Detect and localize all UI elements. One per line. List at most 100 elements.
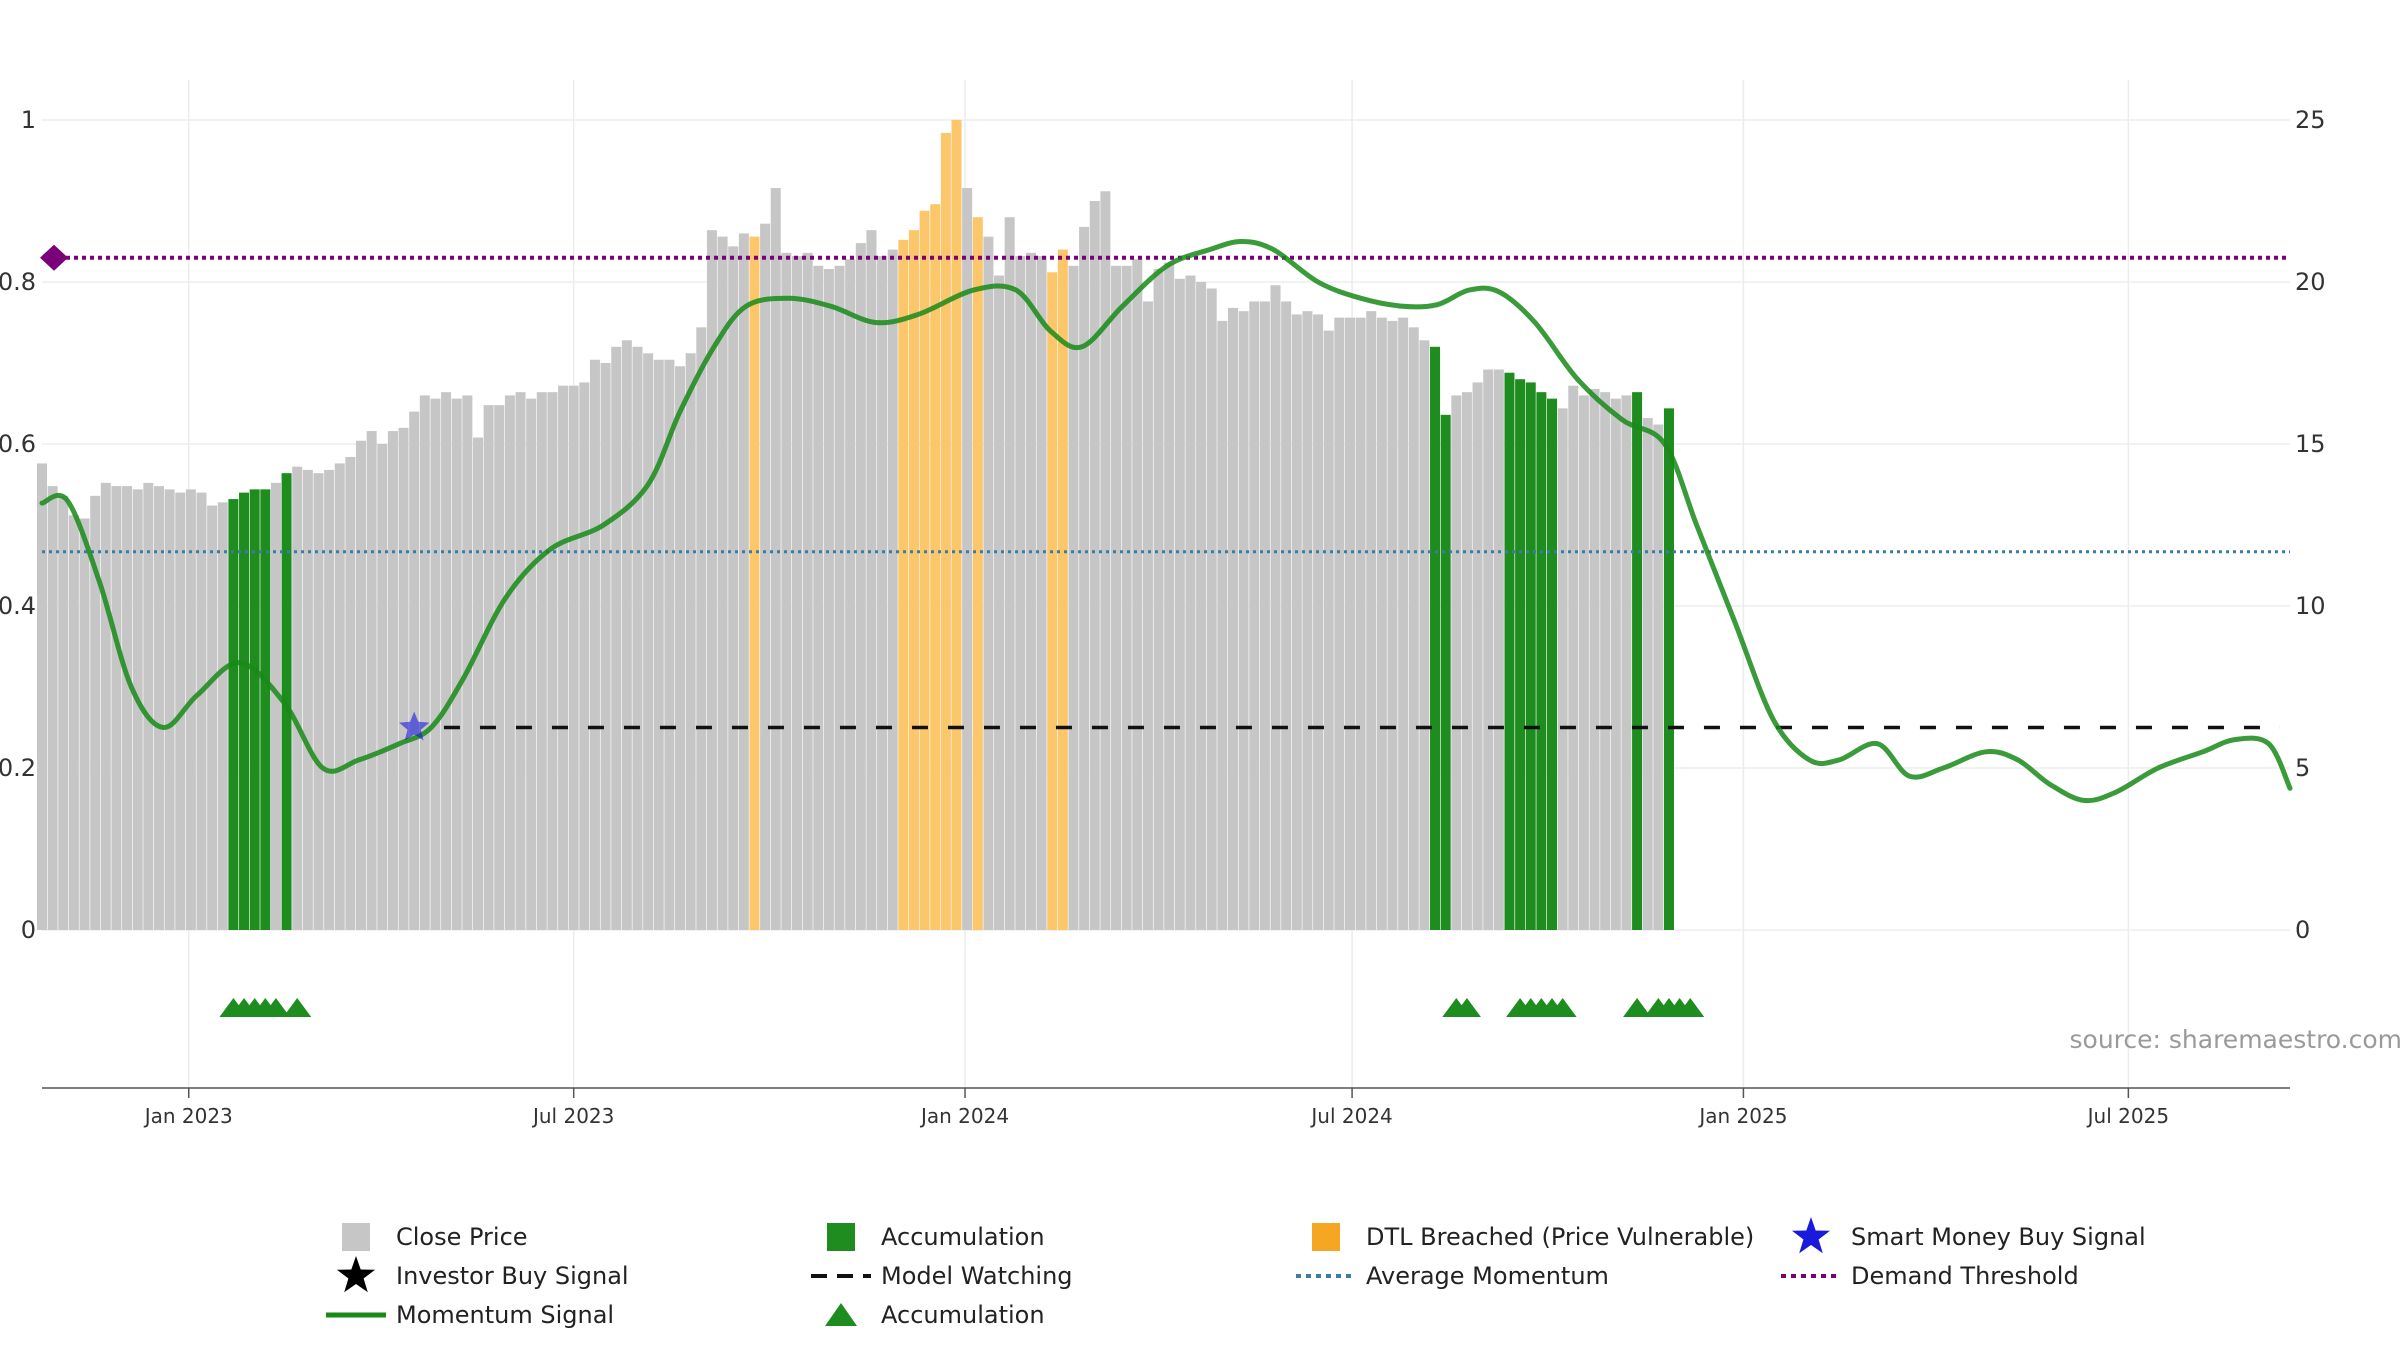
close-price-bar: [377, 444, 388, 930]
close-price-bar: [994, 275, 1005, 930]
close-price-bar: [1217, 320, 1228, 930]
close-price-bar: [781, 252, 792, 931]
close-price-bar: [1621, 395, 1632, 930]
axes: Jan 2023 Jul 2023 Jan 2024 Jul 2024 Jan 2025…: [0, 106, 2326, 1128]
close-price-bar: [207, 505, 218, 930]
left-tick-label: 0.6: [0, 430, 36, 458]
legend-swatch: [827, 1223, 855, 1251]
close-price-bar: [717, 236, 728, 930]
close-price-bar: [1408, 327, 1419, 930]
accumulation-bar: [1632, 392, 1643, 930]
legend-item: Accumulation: [825, 1301, 1045, 1329]
close-price-bar: [526, 398, 537, 930]
dtl-breached-bar: [972, 217, 983, 930]
close-price-bar: [504, 395, 515, 930]
legend-star-icon: [1792, 1217, 1830, 1254]
close-price-bar: [1642, 418, 1653, 930]
x-tick-label: Jan 2025: [1697, 1104, 1787, 1128]
close-price-bar: [547, 392, 558, 930]
legend-label: Smart Money Buy Signal: [1851, 1223, 2146, 1251]
close-price-bar: [855, 243, 866, 930]
close-price-bar: [366, 431, 377, 930]
left-tick-label: 0.8: [0, 268, 36, 296]
left-tick-label: 0.2: [0, 754, 36, 782]
close-price-bar: [1259, 301, 1270, 930]
legend-label: Close Price: [396, 1223, 528, 1251]
close-price-bar: [90, 495, 101, 930]
close-price-bar: [472, 437, 483, 930]
close-price-bar: [1025, 252, 1036, 931]
close-price-bar: [813, 265, 824, 930]
close-price-bar: [419, 395, 430, 930]
close-price-bar: [1334, 317, 1345, 930]
legend-triangle-icon: [825, 1303, 857, 1326]
close-price-bar: [1164, 262, 1175, 930]
x-tick-label: Jan 2024: [919, 1104, 1009, 1128]
left-tick-label: 0.4: [0, 592, 36, 620]
accumulation-bar: [260, 489, 271, 930]
close-price-bar: [302, 469, 313, 930]
close-price-bar: [164, 489, 175, 930]
close-price-bar: [1036, 256, 1047, 931]
close-price-bar: [334, 463, 345, 930]
legend-label: Momentum Signal: [396, 1301, 614, 1329]
close-price-bar: [1302, 311, 1313, 930]
legend-item: Model Watching: [811, 1262, 1073, 1290]
legend-label: DTL Breached (Price Vulnerable): [1366, 1223, 1754, 1251]
close-price-bar: [1600, 392, 1611, 930]
legend-label: Investor Buy Signal: [396, 1262, 629, 1290]
dtl-breached-bar: [749, 236, 760, 930]
close-price-bar: [962, 188, 973, 931]
close-price-bar: [866, 230, 877, 930]
close-price-bar: [1472, 382, 1483, 930]
close-price-bar: [1398, 317, 1409, 930]
close-price-bar: [1568, 385, 1579, 930]
smart-money-buy-signal: [399, 711, 430, 741]
legend-item: Average Momentum: [1296, 1262, 1609, 1290]
close-price-bar: [1174, 278, 1185, 930]
close-price-bar: [1589, 388, 1600, 930]
close-price-bar: [738, 233, 749, 930]
close-price-bar: [1344, 317, 1355, 930]
close-price-bar: [770, 188, 781, 931]
accumulation-bar: [1525, 382, 1536, 930]
left-tick-label: 1: [21, 106, 36, 134]
legend-item: Momentum Signal: [326, 1301, 614, 1329]
close-price-bar: [441, 392, 452, 930]
close-price-bar: [728, 246, 739, 931]
close-price-bar: [1153, 269, 1164, 930]
close-price-bar: [845, 259, 856, 930]
close-price-bar: [600, 363, 611, 930]
close-price-bar: [823, 269, 834, 930]
close-price-bar: [1610, 398, 1621, 930]
right-tick-label: 25: [2295, 106, 2326, 134]
accumulation-bar: [228, 499, 239, 930]
close-price-bar: [1185, 275, 1196, 930]
dtl-breached-bar: [930, 204, 941, 931]
markers: [219, 711, 1705, 1017]
legend-label: Accumulation: [881, 1301, 1045, 1329]
close-price-bar: [356, 440, 367, 930]
legend-item: Demand Threshold: [1781, 1262, 2079, 1290]
close-price-bar: [643, 353, 654, 930]
close-price-bar: [579, 382, 590, 930]
close-price-bar: [292, 466, 303, 930]
close-price-bar: [685, 353, 696, 930]
legend: Close Price Accumulation DTL Breached (Pri…: [326, 1217, 2146, 1329]
close-price-bar: [313, 473, 324, 930]
close-price-bar: [792, 256, 803, 931]
watermark: source: sharemaestro.com: [2070, 1025, 2400, 1054]
close-price-bar: [834, 265, 845, 930]
accumulation-bar: [1504, 372, 1515, 931]
close-price-bar: [494, 405, 505, 930]
legend-swatch: [1312, 1223, 1340, 1251]
close-price-bar: [1121, 265, 1132, 930]
accumulation-bar: [1515, 379, 1526, 930]
x-tick-label: Jul 2024: [1309, 1104, 1392, 1128]
close-price-bar: [1376, 317, 1387, 930]
close-price-bar: [1004, 217, 1015, 930]
close-price-bar: [100, 482, 111, 930]
accumulation-marker: [1676, 998, 1705, 1017]
accumulation-marker: [1452, 998, 1481, 1017]
legend-label: Demand Threshold: [1851, 1262, 2079, 1290]
